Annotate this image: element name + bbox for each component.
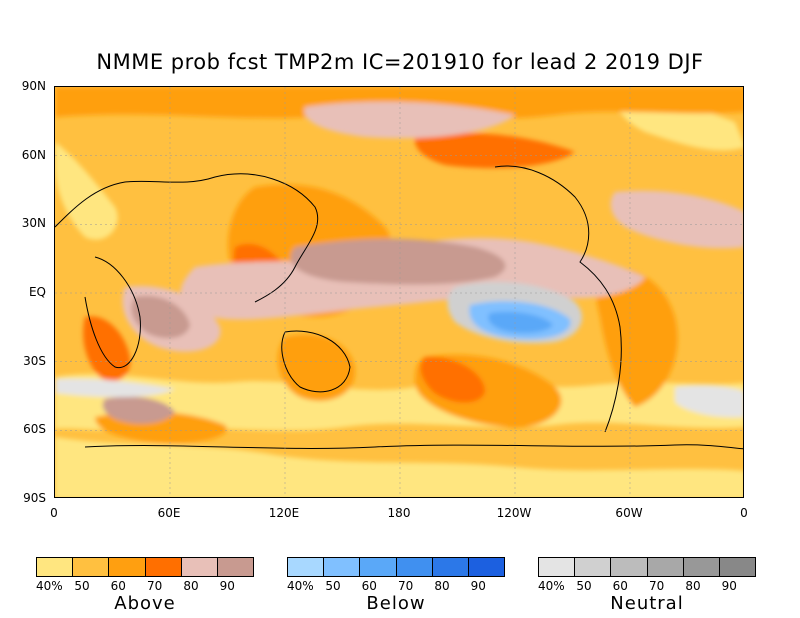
- legend-tick: 40%: [36, 579, 63, 593]
- legend-swatch: [647, 558, 684, 576]
- lon-label: 0: [740, 506, 748, 520]
- forecast-map: [54, 86, 744, 498]
- legend-tick: 50: [74, 579, 90, 593]
- legend-tick: 70: [649, 579, 665, 593]
- neutral-patch-2: [55, 378, 175, 398]
- above-40-patch: [55, 374, 743, 431]
- legend-tick: 50: [325, 579, 341, 593]
- legend-swatch: [396, 558, 433, 576]
- legend-tick: 90: [721, 579, 737, 593]
- legend-swatch: [288, 558, 325, 576]
- above-70-patch-4: [420, 356, 485, 403]
- lat-label: 60S: [23, 422, 46, 437]
- legend-ticks: 40% 50 60 70 80 90: [538, 579, 756, 593]
- legend-below: 40% 50 60 70 80 90 Below: [287, 557, 505, 614]
- legend-tick: 60: [110, 579, 126, 593]
- legend-swatch: [611, 558, 648, 576]
- legend-swatch: [217, 558, 254, 576]
- legend-swatches: [287, 557, 505, 577]
- legend-swatch: [432, 558, 469, 576]
- legend-swatch: [324, 558, 361, 576]
- legend-ticks: 40% 50 60 70 80 90: [287, 579, 505, 593]
- lat-label: 60N: [21, 147, 46, 162]
- legend-tick: 40%: [287, 579, 314, 593]
- above-40-patch-2: [55, 437, 743, 497]
- legend-label: Below: [366, 593, 426, 614]
- legend-tick: 80: [434, 579, 450, 593]
- above-80-patch-4: [610, 190, 743, 249]
- lat-label: 30N: [21, 216, 46, 231]
- lat-label: 90S: [23, 491, 46, 505]
- legend-swatch: [468, 558, 505, 576]
- lon-label: 60W: [615, 506, 643, 520]
- above-90-patch-3: [102, 396, 175, 424]
- above-70-patch-3: [414, 132, 575, 169]
- lat-label: 90N: [21, 79, 46, 93]
- legend-label: Above: [114, 593, 176, 614]
- legend-swatch: [683, 558, 720, 576]
- probability-field: [55, 87, 743, 497]
- above-80-patch-3: [304, 101, 515, 139]
- legend-swatch: [109, 558, 146, 576]
- legend-tick: 70: [398, 579, 414, 593]
- lon-label: 0: [50, 506, 58, 520]
- lat-label: 30S: [23, 353, 46, 368]
- legend-tick: 60: [361, 579, 377, 593]
- legend-above: 40% 50 60 70 80 90 Above: [36, 557, 254, 614]
- lon-label: 120E: [268, 506, 300, 520]
- legend-tick: 40%: [538, 579, 565, 593]
- legend-tick: 90: [470, 579, 486, 593]
- legend-tick: 60: [612, 579, 628, 593]
- lon-label: 120W: [496, 506, 532, 520]
- lat-label: EQ: [28, 285, 46, 299]
- legend-swatch: [37, 558, 74, 576]
- legend-neutral: 40% 50 60 70 80 90 Neutral: [538, 557, 756, 614]
- legend-swatch: [73, 558, 110, 576]
- legend-swatch: [575, 558, 612, 576]
- above-90-patch: [290, 238, 506, 285]
- neutral-patch-3: [675, 385, 743, 418]
- legend-swatch: [539, 558, 576, 576]
- legend-swatch: [719, 558, 756, 576]
- legend-tick: 70: [147, 579, 163, 593]
- below-60-patch: [488, 311, 553, 333]
- legend-tick: 50: [576, 579, 592, 593]
- legend-label: Neutral: [610, 593, 684, 614]
- lon-label: 60E: [157, 506, 181, 520]
- legend-tick: 90: [219, 579, 235, 593]
- legend-swatch: [181, 558, 218, 576]
- legend-swatches: [538, 557, 756, 577]
- above-70-patch: [83, 316, 131, 381]
- graticule: [55, 87, 743, 497]
- above-40-patch-4: [55, 142, 118, 240]
- above-60-patch-6: [594, 266, 678, 407]
- legend-tick: 80: [685, 579, 701, 593]
- legend-swatches: [36, 557, 254, 577]
- legend-tick: 80: [183, 579, 199, 593]
- legend-ticks: 40% 50 60 70 80 90: [36, 579, 254, 593]
- legend-swatch: [360, 558, 397, 576]
- lon-label: 180: [387, 506, 411, 520]
- legend-swatch: [145, 558, 182, 576]
- coastlines: [55, 165, 743, 450]
- page-title: NMME prob fcst TMP2m IC=201910 for lead …: [96, 50, 704, 74]
- above-90-patch-2: [131, 295, 190, 339]
